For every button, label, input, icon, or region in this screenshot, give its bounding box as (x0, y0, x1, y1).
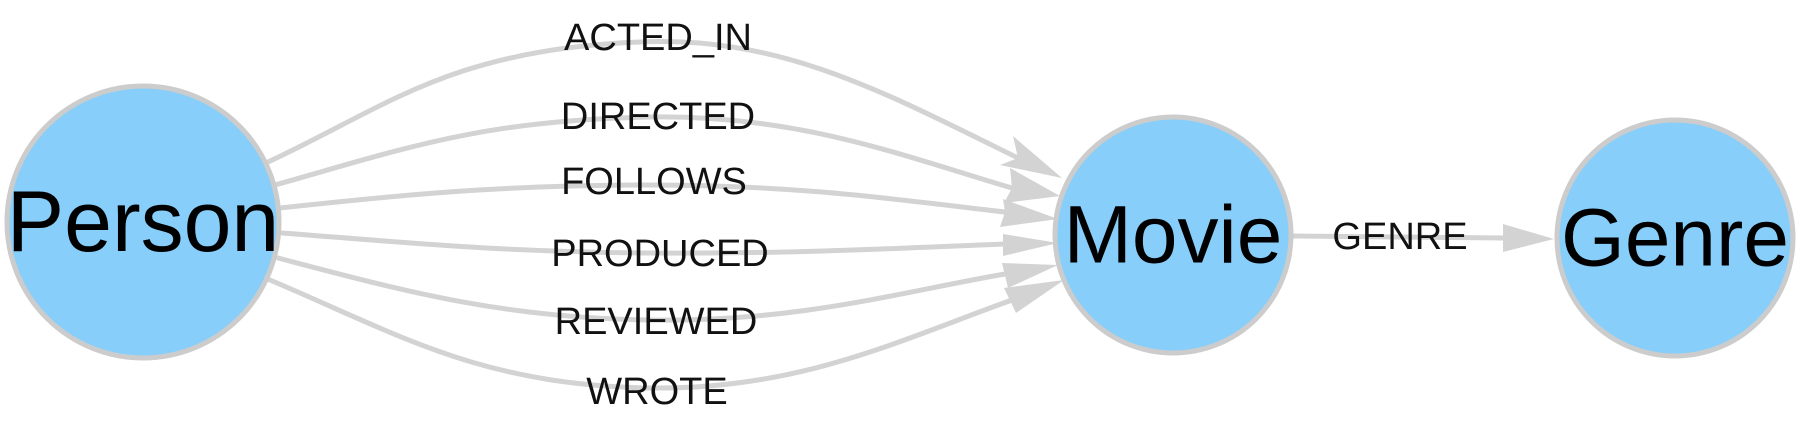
edge-directed-line[interactable] (272, 114, 1015, 191)
edge-acted-in-label: ACTED_IN (564, 17, 752, 59)
edge-directed-label: DIRECTED (561, 96, 755, 138)
node-movie-label: Movie (1064, 190, 1283, 281)
node-genre[interactable]: Genre (1554, 117, 1796, 359)
edge-acted-in-line[interactable] (265, 39, 1021, 165)
edge-genre-arrowhead (1503, 224, 1554, 252)
edge-directed-arrowhead (1004, 168, 1060, 203)
node-genre-circle[interactable] (1554, 117, 1796, 359)
node-person-circle[interactable] (4, 83, 282, 361)
edge-follows-line[interactable] (277, 182, 1008, 215)
node-person-label: Person (7, 174, 280, 270)
nodes-group: Person Movie Genre (4, 83, 1796, 361)
edge-genre-label: GENRE (1332, 216, 1467, 258)
edge-produced-arrowhead (1003, 234, 1058, 256)
edge-genre[interactable]: GENRE (1290, 216, 1554, 258)
edge-produced-label: PRODUCED (551, 233, 768, 275)
edge-wrote[interactable]: WROTE (267, 277, 1064, 413)
edges-group: ACTED_IN DIRECTED FOLLOWS PRODUCED REVIE… (265, 17, 1554, 413)
edge-acted-in-arrowhead (1000, 136, 1062, 178)
edge-wrote-label: WROTE (586, 371, 727, 413)
edge-reviewed-label: REVIEWED (555, 301, 758, 343)
edge-reviewed[interactable]: REVIEWED (275, 255, 1058, 343)
edge-follows-arrowhead (1000, 199, 1058, 227)
edge-directed[interactable]: DIRECTED (272, 96, 1060, 203)
edge-produced[interactable]: PRODUCED (279, 230, 1058, 275)
node-genre-label: Genre (1561, 193, 1789, 284)
node-movie[interactable]: Movie (1052, 114, 1294, 356)
edge-follows-label: FOLLOWS (561, 161, 747, 203)
edge-genre-line[interactable] (1290, 233, 1508, 241)
edge-produced-line[interactable] (279, 230, 1008, 256)
edge-reviewed-arrowhead (1002, 263, 1058, 288)
edge-wrote-line[interactable] (267, 277, 1015, 391)
node-movie-circle[interactable] (1052, 114, 1294, 356)
node-person[interactable]: Person (4, 83, 282, 361)
edge-wrote-arrowhead (1004, 280, 1064, 313)
edge-follows[interactable]: FOLLOWS (277, 161, 1058, 227)
edge-acted-in[interactable]: ACTED_IN (265, 17, 1062, 178)
edge-reviewed-line[interactable] (275, 255, 1008, 323)
